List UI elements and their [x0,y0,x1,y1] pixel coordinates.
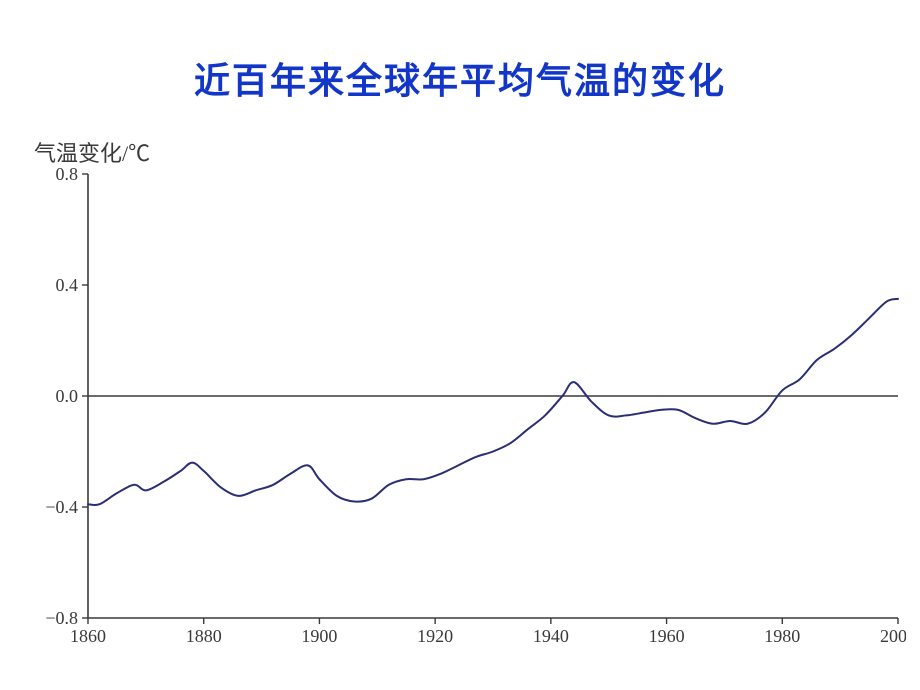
y-tick-label: 0.8 [56,168,79,184]
slide-container: 近百年来全球年平均气温的变化 气温变化/℃ −0.8 −0.4 0.0 0.4 0.8 1… [0,0,920,690]
x-tick-label: 1980 [764,626,800,646]
x-tick-label: 1860 [70,626,106,646]
chart-svg: −0.8 −0.4 0.0 0.4 0.8 1860 1880 1900 1920 1940 196… [26,168,906,646]
x-tick-label: 1940 [533,626,569,646]
y-tick-label: 0.0 [56,386,79,406]
x-tick-label: 1920 [417,626,453,646]
temperature-line [88,299,898,505]
y-axis-label: 气温变化/℃ [34,136,150,168]
x-tick-label: 2000 [880,626,906,646]
x-tick-label: 1880 [186,626,222,646]
x-tick-label: 1960 [649,626,685,646]
x-tick-label: 1900 [301,626,337,646]
temperature-chart: −0.8 −0.4 0.0 0.4 0.8 1860 1880 1900 1920 1940 196… [26,168,906,646]
y-tick-label: −0.8 [45,608,78,628]
slide-title: 近百年来全球年平均气温的变化 [0,52,920,104]
y-tick-label: 0.4 [56,275,79,295]
y-tick-label: −0.4 [45,497,78,517]
